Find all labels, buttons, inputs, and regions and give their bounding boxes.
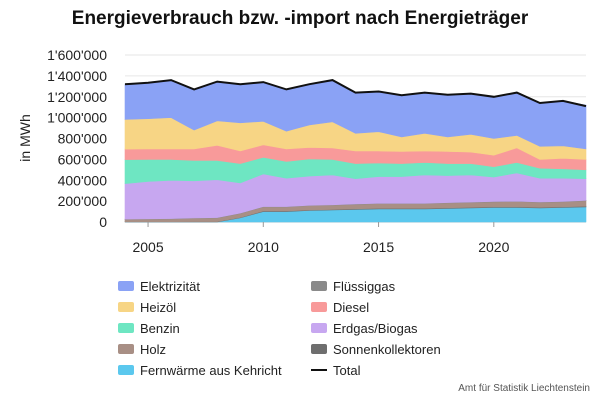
legend-label: Fernwärme aus Kehricht [140, 362, 282, 378]
legend-item: Erdgas/Biogas [311, 319, 418, 337]
y-tick-label: 600'000 [58, 151, 108, 167]
legend-item: Heizöl [118, 298, 176, 316]
legend-swatch [118, 344, 134, 354]
legend-label: Flüssiggas [333, 278, 396, 294]
x-tick-label: 2010 [248, 239, 279, 255]
legend-item: Diesel [311, 298, 369, 316]
legend-label: Holz [140, 341, 167, 357]
x-tick-label: 2020 [478, 239, 509, 255]
legend-label: Erdgas/Biogas [333, 320, 418, 336]
legend-swatch [311, 344, 327, 354]
y-tick-label: 200'000 [58, 193, 108, 209]
legend-item: Benzin [118, 319, 180, 337]
legend-swatch [118, 302, 134, 312]
legend-item: Flüssiggas [311, 277, 395, 295]
chart-title: Energieverbrauch bzw. -import nach Energ… [71, 8, 529, 29]
source-note: Amt für Statistik Liechtenstein [458, 383, 590, 394]
legend-label: Diesel [333, 299, 370, 315]
y-axis-title: in MWh [17, 114, 33, 161]
total-layer [124, 79, 587, 108]
legend-label: Benzin [140, 320, 180, 336]
legend-item: Elektrizität [118, 277, 200, 295]
legend-line-marker [311, 369, 327, 371]
legend-swatch [311, 302, 327, 312]
legend-swatch [311, 323, 327, 333]
legend-swatch [118, 365, 134, 375]
y-tick-label: 800'000 [58, 131, 108, 147]
y-tick-label: 1'000'000 [47, 110, 107, 126]
area-layer [124, 79, 587, 223]
legend-item: Holz [118, 340, 166, 358]
legend-item: Total [311, 361, 360, 379]
y-tick-label: 1'200'000 [47, 89, 107, 105]
legend-item: Sonnenkollektoren [311, 340, 441, 358]
y-tick-label: 1'400'000 [47, 68, 107, 84]
legend-label: Heizöl [140, 299, 177, 315]
x-tick-label: 2015 [363, 239, 394, 255]
y-tick-label: 1'600'000 [47, 47, 107, 63]
y-tick-label: 400'000 [58, 172, 108, 188]
legend-item: Fernwärme aus Kehricht [118, 361, 282, 379]
axis-layer: 0 200'000 400'000 600'000 800'000 1'000'000 1'… [47, 47, 509, 255]
legend-label: Elektrizität [140, 278, 200, 294]
legend-swatch [118, 323, 134, 333]
total-line [124, 79, 587, 108]
legend-swatch [118, 281, 134, 291]
legend-label: Total [333, 362, 361, 378]
x-tick-label: 2005 [132, 239, 163, 255]
y-tick-label: 0 [99, 214, 107, 230]
legend-swatch [311, 281, 327, 291]
legend-label: Sonnenkollektoren [333, 341, 441, 357]
